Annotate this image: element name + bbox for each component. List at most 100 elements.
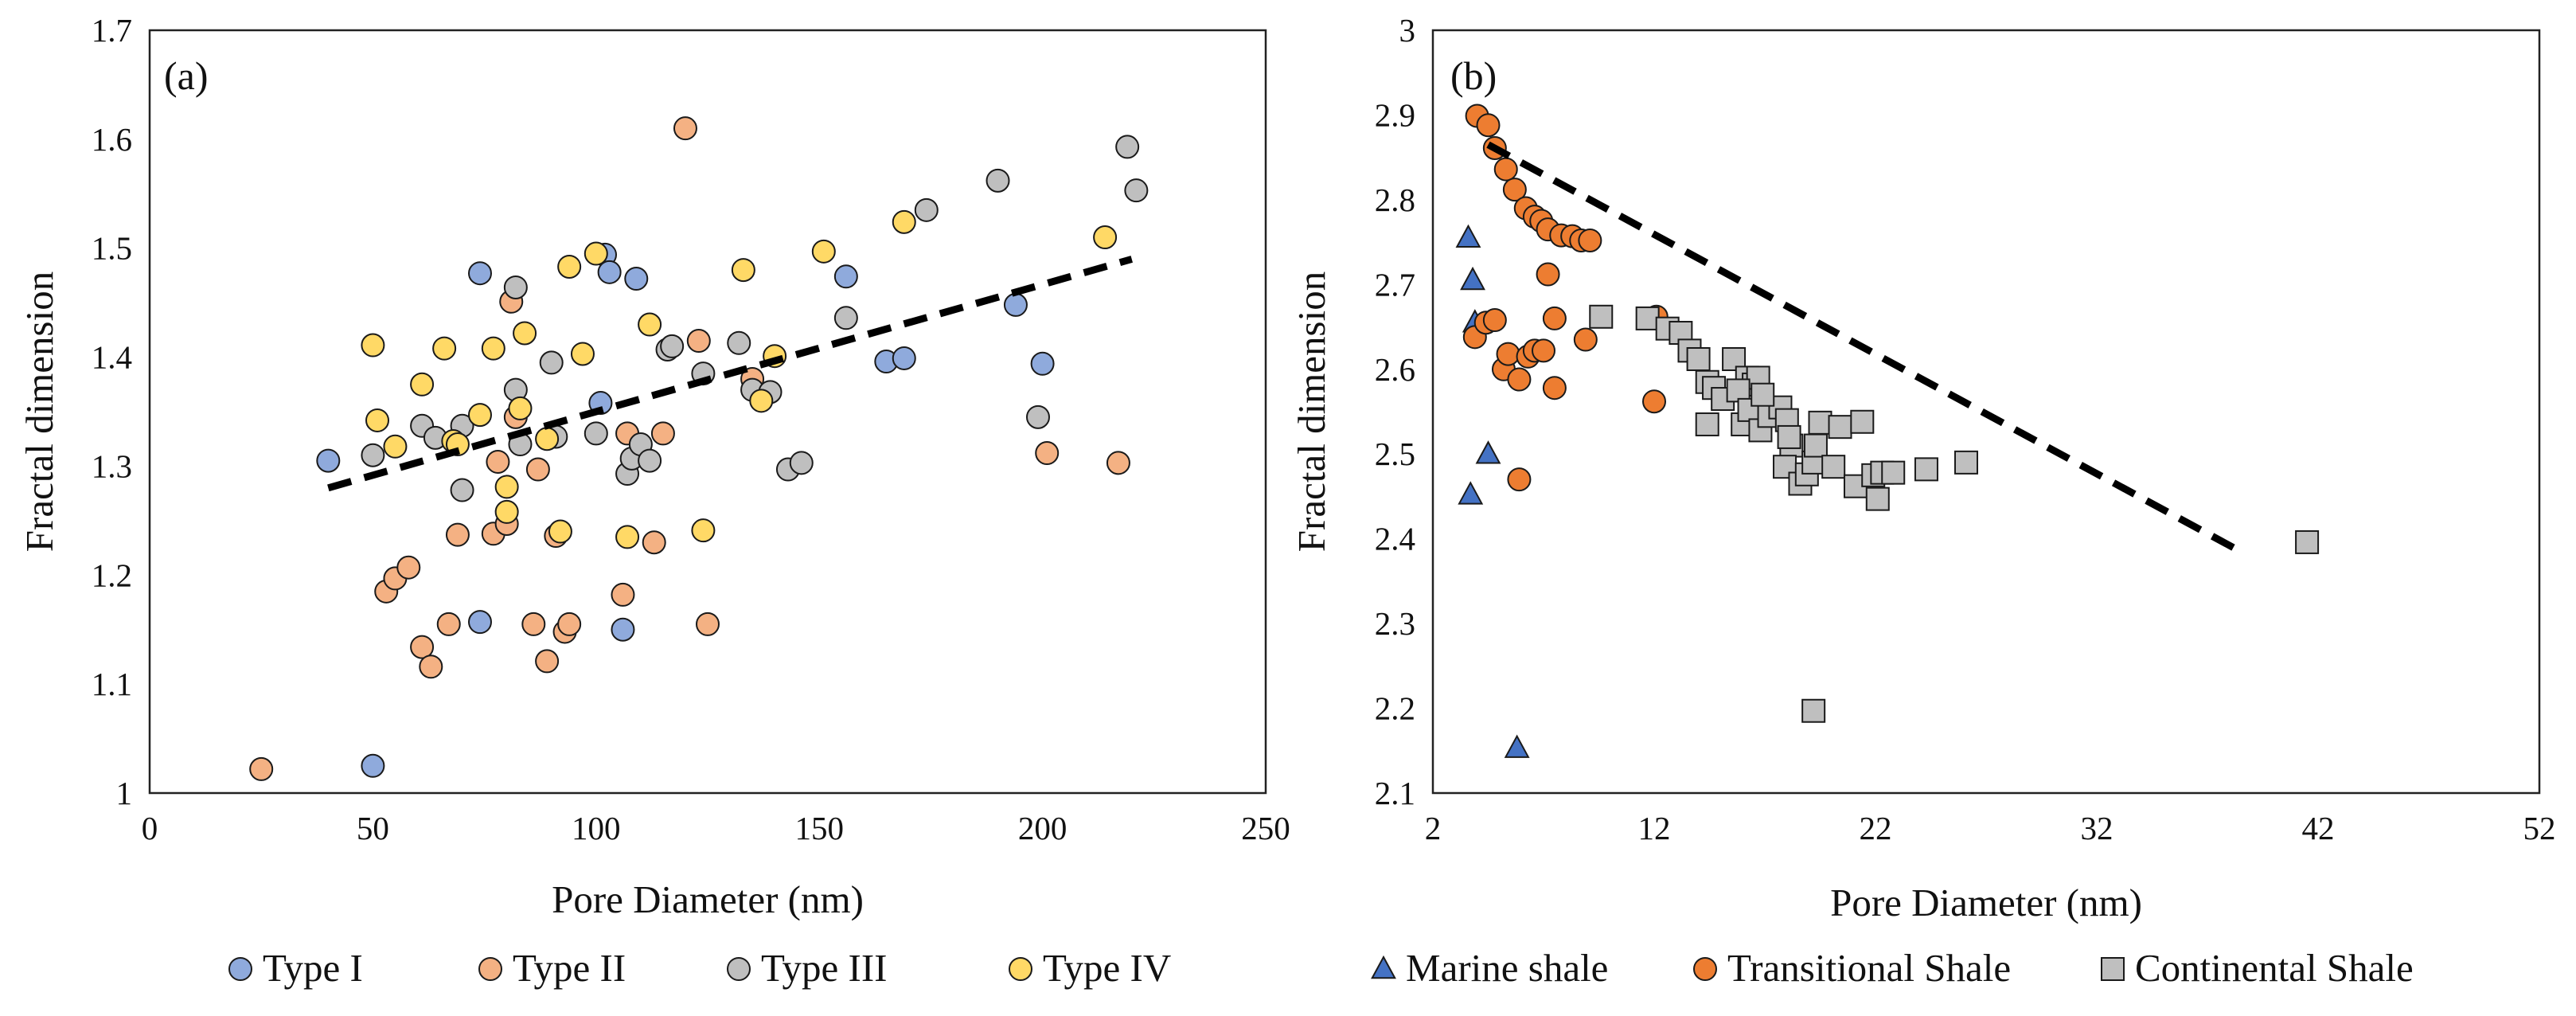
panel-b-point-marine-shale	[1475, 440, 1501, 464]
panel-a-point-type-iv	[513, 321, 537, 346]
panel-a-legend-item-type-iv: Type IV	[1009, 946, 1171, 990]
panel-b-y-tick-label: 2.5	[1375, 436, 1415, 472]
panel-a-point-type-i	[611, 617, 635, 642]
panel-a-point-type-iv	[410, 372, 435, 397]
panel-a-point-type-iv	[361, 333, 385, 358]
panel-a-x-tick-label: 100	[572, 810, 621, 846]
panel-b-x-tick-labels: 2 12 22 32 42 52	[1425, 810, 2556, 846]
panel-a-point-type-iv	[467, 403, 492, 428]
panel-a-point-type-i	[892, 346, 916, 370]
panel-b-point-marine-shale	[1460, 266, 1485, 291]
panel-b-y-tick-label: 2.1	[1375, 775, 1415, 811]
panel-a-point-type-ii	[249, 756, 274, 781]
panel-a-point-type-iv	[535, 427, 560, 451]
panel-b-point-transitional-shale	[1578, 228, 1602, 252]
panel-b-legend-label-continental-shale: Continental Shale	[2135, 946, 2414, 990]
panel-a-label: (a)	[164, 53, 209, 98]
panel-a-point-type-iv	[691, 518, 716, 543]
panel-a-point-type-iv	[1093, 225, 1118, 250]
panel-a-point-type-iv	[811, 239, 836, 264]
panel-b-point-transitional-shale	[1482, 308, 1507, 333]
panel-a-point-type-i	[467, 610, 492, 635]
panel-b-point-continental-shale	[1686, 347, 1711, 372]
panel-b-point-continental-shale	[2295, 529, 2320, 554]
panel-b-point-transitional-shale	[1542, 376, 1567, 401]
panel-a-legend-label-type-iv: Type IV	[1043, 946, 1171, 990]
panel-a-x-tick-label: 0	[142, 810, 158, 846]
panel-a-point-type-ii	[445, 522, 470, 547]
panel-b-legend-label-transitional-shale: Transitional Shale	[1727, 946, 2011, 990]
panel-a-legend-item-type-i: Type I	[228, 946, 363, 990]
panel-a-point-type-ii	[1035, 441, 1060, 466]
panel-a-point-type-iv	[892, 209, 916, 234]
panel-a-y-axis-label: Fractal dimension	[18, 272, 61, 552]
panel-a-point-type-iii	[727, 330, 751, 355]
panel-a-point-type-ii	[436, 612, 461, 636]
panel-a-point-type-i	[467, 261, 492, 286]
panel-a-point-type-ii	[696, 612, 720, 636]
panel-a-point-type-ii	[419, 655, 443, 679]
panel-a-point-type-ii	[410, 635, 435, 659]
panel-b-series-marine-shale	[1455, 224, 1530, 758]
panel-a-y-tick-label: 1.3	[92, 447, 132, 484]
panel-a-point-type-ii	[525, 457, 550, 482]
panel-a-x-axis-label: Pore Diameter (nm)	[552, 877, 864, 921]
panel-a-point-type-i	[624, 267, 649, 291]
panel-b-point-continental-shale	[1808, 410, 1832, 435]
panel-a-point-type-ii	[650, 421, 675, 446]
panel-b-point-continental-shale	[1821, 455, 1846, 479]
panel-b-y-tick-label: 2.9	[1375, 96, 1415, 133]
panel-a-x-tick-label: 50	[357, 810, 389, 846]
panel-a-point-type-iv	[731, 258, 755, 283]
panel-a-legend-marker-type-ii	[478, 957, 502, 981]
panel-a-series-type-i	[316, 242, 1055, 778]
panel-b-y-tick-labels: 2.1 2.2 2.3 2.4 2.5 2.6 2.7 2.8 2.9 3	[1375, 12, 1415, 811]
panel-a-legend-label-type-i: Type I	[263, 946, 363, 990]
panel-a-point-type-iv	[365, 408, 390, 432]
panel-a-y-tick-label: 1.6	[92, 121, 132, 158]
panel-a-point-type-ii	[642, 530, 666, 555]
panel-a-series-type-ii	[249, 116, 1130, 781]
panel-a-point-type-iv	[638, 312, 662, 337]
panel-b-trendline-dashed	[1486, 141, 2242, 555]
panel-b-legend-item-continental-shale: Continental Shale	[2101, 946, 2414, 990]
panel-b-point-transitional-shale	[1536, 262, 1560, 287]
panel-a-point-type-i	[1003, 292, 1028, 317]
panel-b-point-continental-shale	[1850, 409, 1875, 434]
panel-b-x-tick-label: 42	[2302, 810, 2335, 846]
panel-b-y-axis-label: Fractal dimension	[1290, 272, 1333, 552]
panel-a-y-tick-label: 1.5	[92, 230, 132, 267]
panel-a-x-tick-label: 150	[794, 810, 844, 846]
panel-a-point-type-iii	[789, 451, 814, 475]
panel-b-y-tick-label: 2.7	[1375, 266, 1415, 303]
panel-a-point-type-iii	[914, 197, 939, 222]
panel-b-point-marine-shale	[1504, 734, 1530, 758]
panel-b-point-continental-shale	[1803, 433, 1828, 458]
panel-a-point-type-ii	[673, 116, 697, 141]
panel-a-point-type-i	[361, 753, 385, 778]
panel-b-x-tick-label: 2	[1425, 810, 1442, 846]
panel-a-y-tick-labels: 1 1.1 1.2 1.3 1.4 1.5 1.6 1.7	[92, 12, 132, 811]
panel-a-point-type-ii	[486, 449, 510, 474]
panel-b-legend-item-transitional-shale: Transitional Shale	[1693, 946, 2011, 990]
panel-b-data-points	[1455, 104, 2320, 758]
panel-a-point-type-iv	[508, 396, 533, 420]
panel-b-x-axis-label: Pore Diameter (nm)	[1830, 881, 2142, 924]
panel-a-point-type-iii	[361, 443, 385, 467]
panel-b-legend-label-marine-shale: Marine shale	[1406, 946, 1608, 990]
panel-a-scatter-chart: (a) 1 1.1 1.2 1.3 1.4 1.5 1.6 1.7 0 50 100 150 200 2…	[18, 12, 1290, 990]
panel-b-point-transitional-shale	[1496, 342, 1520, 366]
panel-b-point-transitional-shale	[1642, 389, 1666, 414]
panel-a-legend-label-type-ii: Type II	[513, 946, 626, 990]
panel-b-point-continental-shale	[1726, 378, 1751, 403]
panel-a-point-type-iv	[548, 519, 572, 544]
panel-b-point-continental-shale	[1914, 457, 1938, 482]
panel-a-point-type-iii	[1115, 135, 1140, 159]
panel-a-point-type-ii	[557, 612, 582, 636]
panel-a-data-points	[249, 116, 1149, 781]
panel-b-y-tick-label: 3	[1399, 12, 1416, 49]
panel-b-point-transitional-shale	[1476, 113, 1501, 138]
panel-b-point-continental-shale	[1635, 306, 1660, 330]
panel-b-x-tick-label: 52	[2523, 810, 2556, 846]
panel-a-point-type-iv	[749, 389, 774, 413]
